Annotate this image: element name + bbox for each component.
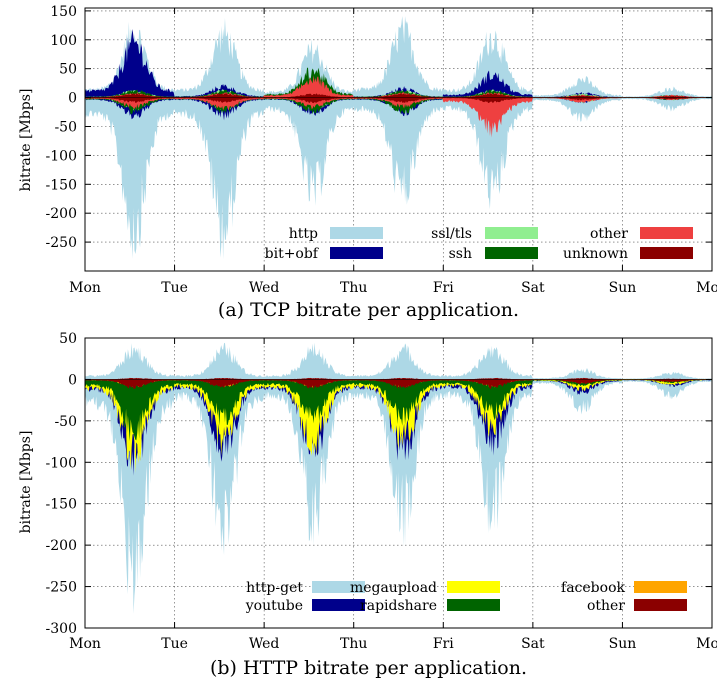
y-tick-label: 100 bbox=[50, 33, 77, 49]
legend-label: bit+obf bbox=[265, 246, 320, 262]
legend-label: http bbox=[289, 226, 318, 242]
legend-swatch bbox=[634, 581, 687, 593]
y-axis-title: bitrate [Mbps] bbox=[18, 89, 34, 192]
x-tick-label: Mon bbox=[69, 636, 101, 652]
legend: http bit+obf ssl/tls ssh other unknown bbox=[265, 226, 693, 262]
y-tick-label: 150 bbox=[50, 4, 77, 20]
legend-label: ssl/tls bbox=[431, 226, 472, 242]
legend: http-get youtube megaupload rapidshare faceb… bbox=[245, 580, 687, 614]
x-tick-label: Tue bbox=[161, 636, 188, 652]
legend-swatch bbox=[330, 247, 383, 259]
legend-label: rapidshare bbox=[360, 598, 437, 614]
y-axis-title: bitrate [Mbps] bbox=[18, 431, 34, 534]
legend-swatch bbox=[447, 581, 500, 593]
y-tick-label: -250 bbox=[46, 580, 77, 596]
figure-caption: (a) TCP bitrate per application. bbox=[218, 299, 519, 321]
x-tick-label: Thu bbox=[340, 280, 367, 296]
plot-area bbox=[85, 342, 712, 614]
plot-frame bbox=[84, 7, 713, 272]
x-tick-label: Mon bbox=[69, 280, 101, 296]
series-area-rapidshare bbox=[85, 379, 712, 442]
figure-caption: (b) HTTP bitrate per application. bbox=[210, 657, 527, 679]
x-tick-label: Mon bbox=[696, 636, 717, 652]
legend-label: youtube bbox=[245, 598, 303, 614]
y-tick-label: 50 bbox=[59, 331, 77, 347]
panel-a-tcp-bitrate: 150 100 50 0 -50 -100 -150 -200 -250 Mon Tue Wed Thu… bbox=[18, 4, 717, 321]
x-tick-label: Thu bbox=[340, 636, 367, 652]
x-tick-label: Wed bbox=[249, 636, 280, 652]
legend-swatch bbox=[447, 599, 500, 611]
y-tick-label: -100 bbox=[46, 455, 77, 471]
x-tick-label: Tue bbox=[161, 280, 188, 296]
legend-label: other bbox=[587, 598, 625, 614]
legend-swatch bbox=[634, 599, 687, 611]
series-area-other bbox=[85, 377, 712, 390]
legend-swatch bbox=[640, 227, 693, 239]
series-area-http bbox=[85, 16, 712, 260]
x-tick-label: Sat bbox=[521, 636, 545, 652]
legend-label: unknown bbox=[563, 246, 628, 262]
legend-label: ssh bbox=[449, 246, 472, 262]
y-tick-label: 50 bbox=[59, 62, 77, 78]
x-tick-label: Wed bbox=[249, 280, 280, 296]
y-tick-label: -150 bbox=[46, 177, 77, 193]
y-tick-label: -50 bbox=[54, 119, 77, 135]
x-tick-label: Fri bbox=[433, 636, 454, 652]
legend-swatch bbox=[640, 247, 693, 259]
legend-swatch bbox=[330, 227, 383, 239]
legend-swatch bbox=[312, 599, 365, 611]
y-tick-label: 0 bbox=[68, 91, 77, 107]
legend-swatch bbox=[485, 227, 538, 239]
legend-label: facebook bbox=[561, 580, 625, 596]
y-tick-label: -250 bbox=[46, 235, 77, 251]
x-tick-label: Mon bbox=[696, 280, 717, 296]
y-tick-label: 0 bbox=[68, 372, 77, 388]
legend-label: other bbox=[590, 226, 628, 242]
y-tick-label: -50 bbox=[54, 414, 77, 430]
x-tick-label: Sat bbox=[521, 280, 545, 296]
legend-label: megaupload bbox=[350, 580, 437, 596]
plot-frame bbox=[84, 337, 713, 629]
y-tick-label: -100 bbox=[46, 148, 77, 164]
x-tick-label: Fri bbox=[433, 280, 454, 296]
y-tick-label: -200 bbox=[46, 206, 77, 222]
legend-swatch bbox=[312, 581, 365, 593]
legend-label: http-get bbox=[246, 580, 303, 596]
x-tick-label: Sun bbox=[609, 280, 637, 296]
series-area-ssh bbox=[85, 67, 712, 115]
y-tick-label: -300 bbox=[46, 621, 77, 637]
series-area-unknown bbox=[85, 93, 712, 104]
y-tick-label: -150 bbox=[46, 497, 77, 513]
y-tick-label: -200 bbox=[46, 538, 77, 554]
series-area-http-get bbox=[85, 342, 712, 614]
legend-swatch bbox=[485, 247, 538, 259]
plot-area bbox=[85, 16, 712, 260]
series-area-megaupload bbox=[85, 379, 712, 473]
x-tick-label: Sun bbox=[609, 636, 637, 652]
